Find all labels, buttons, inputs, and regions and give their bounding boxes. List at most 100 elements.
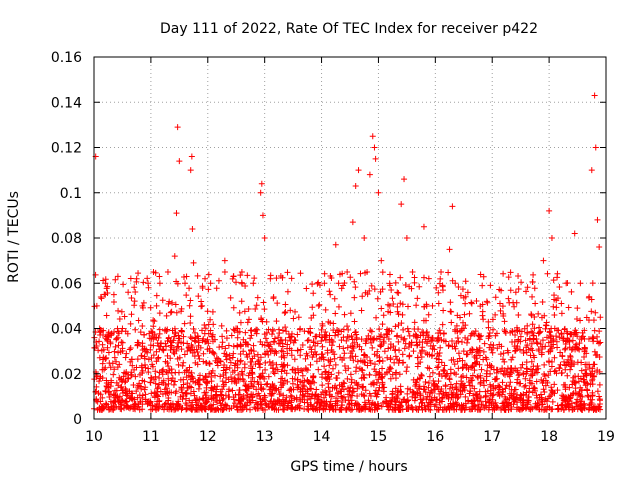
- data-point: [247, 358, 254, 365]
- data-point: [348, 333, 355, 340]
- data-point: [208, 378, 215, 385]
- data-point: [553, 333, 560, 340]
- data-point: [594, 216, 601, 223]
- data-point: [531, 354, 538, 361]
- data-point: [279, 327, 286, 334]
- data-point: [141, 378, 148, 385]
- data-point: [315, 279, 322, 286]
- data-point: [97, 332, 104, 339]
- data-point: [172, 301, 179, 308]
- data-point: [218, 322, 225, 329]
- data-point: [273, 361, 280, 368]
- data-point: [282, 324, 289, 331]
- data-point: [371, 406, 378, 413]
- data-point: [571, 329, 578, 336]
- data-point: [362, 403, 369, 410]
- data-point: [428, 396, 435, 403]
- data-point: [575, 378, 582, 385]
- data-point: [511, 303, 518, 310]
- data-point: [225, 342, 232, 349]
- data-point: [283, 394, 290, 401]
- data-point: [439, 394, 446, 401]
- data-point: [187, 334, 194, 341]
- data-point: [433, 284, 440, 291]
- data-point: [278, 347, 285, 354]
- data-point: [242, 282, 249, 289]
- data-point: [551, 296, 558, 303]
- data-point: [426, 373, 433, 380]
- data-point: [378, 403, 385, 410]
- data-point: [378, 257, 385, 264]
- data-point: [269, 404, 276, 411]
- data-point: [486, 397, 493, 404]
- data-point: [539, 298, 546, 305]
- data-point: [447, 400, 454, 407]
- data-point: [275, 334, 282, 341]
- data-point: [277, 402, 284, 409]
- data-point: [323, 389, 330, 396]
- data-point: [111, 354, 118, 361]
- data-point: [475, 332, 482, 339]
- data-point: [471, 397, 478, 404]
- data-point: [308, 315, 315, 322]
- data-point: [460, 348, 467, 355]
- data-point: [436, 370, 443, 377]
- data-point: [338, 285, 345, 292]
- data-point: [347, 310, 354, 317]
- data-point: [305, 328, 312, 335]
- data-point: [194, 272, 201, 279]
- data-point: [531, 285, 538, 292]
- data-point: [153, 358, 160, 365]
- data-point: [413, 379, 420, 386]
- data-point: [168, 366, 175, 373]
- data-point: [462, 278, 469, 285]
- data-point: [395, 290, 402, 297]
- data-point: [473, 298, 480, 305]
- data-point: [219, 378, 226, 385]
- data-point: [329, 365, 336, 372]
- data-point: [271, 335, 278, 342]
- data-point: [225, 394, 232, 401]
- data-point: [483, 370, 490, 377]
- data-point: [571, 361, 578, 368]
- data-point: [418, 353, 425, 360]
- data-point: [524, 330, 531, 337]
- data-point: [559, 352, 566, 359]
- data-point: [274, 396, 281, 403]
- data-point: [241, 308, 248, 315]
- data-point: [143, 346, 150, 353]
- data-point: [547, 332, 554, 339]
- data-point: [448, 308, 455, 315]
- data-point: [347, 343, 354, 350]
- data-point: [178, 346, 185, 353]
- data-point: [531, 384, 538, 391]
- data-point: [404, 390, 411, 397]
- data-point: [462, 322, 469, 329]
- data-point: [581, 354, 588, 361]
- data-point: [98, 406, 105, 413]
- data-point: [517, 333, 524, 340]
- data-point: [367, 336, 374, 343]
- data-point: [404, 397, 411, 404]
- data-point: [130, 381, 137, 388]
- data-point: [230, 304, 237, 311]
- data-point: [529, 321, 536, 328]
- data-point: [379, 269, 386, 276]
- data-point: [417, 396, 424, 403]
- data-point: [260, 299, 267, 306]
- data-point: [507, 379, 514, 386]
- data-point: [500, 270, 507, 277]
- data-point: [174, 344, 181, 351]
- data-point: [515, 312, 522, 319]
- data-point: [339, 356, 346, 363]
- data-point: [511, 397, 518, 404]
- data-point: [115, 342, 122, 349]
- data-point: [596, 393, 603, 400]
- data-point: [431, 403, 438, 410]
- data-point: [135, 317, 142, 324]
- data-point: [241, 364, 248, 371]
- data-point: [443, 406, 450, 413]
- data-point: [377, 288, 384, 295]
- data-point: [512, 289, 519, 296]
- data-point: [321, 270, 328, 277]
